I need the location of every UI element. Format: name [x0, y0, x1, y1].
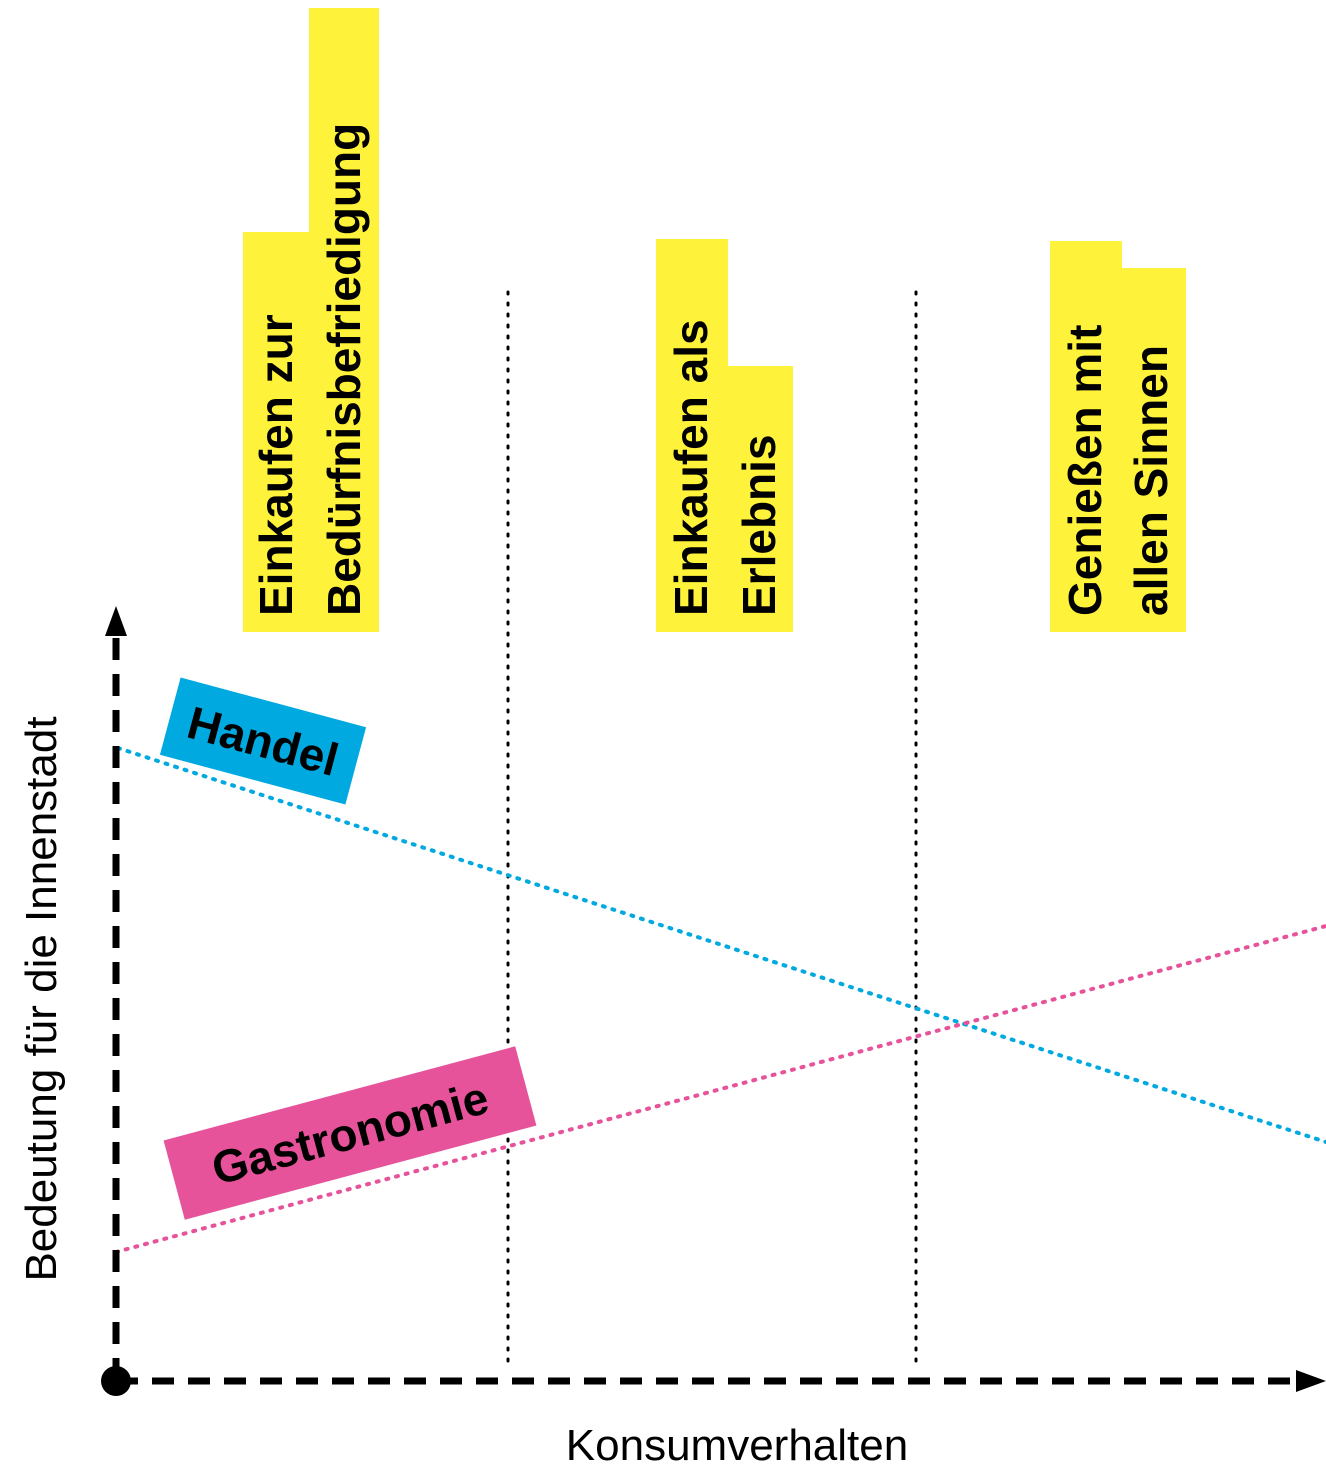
gastronomie-trend-line	[114, 924, 1326, 1254]
origin-dot-icon	[101, 1366, 131, 1396]
category-label-3: Genießen mit allen Sinnen	[1050, 241, 1186, 632]
category-label-1: Einkaufen zur Bedürfnisbefriedigung	[243, 8, 379, 632]
x-axis-arrow-icon	[1296, 1370, 1326, 1392]
y-axis-label: Bedeutung für die Innenstadt	[17, 716, 66, 1281]
series-label-handel: Handel	[159, 677, 367, 805]
category-1-line-2: Bedürfnisbefriedigung	[318, 123, 370, 616]
category-2-line-1: Einkaufen als	[665, 319, 717, 616]
category-2-line-2: Erlebnis	[733, 434, 785, 616]
handel-trend-line	[116, 746, 1326, 1144]
category-3-line-2: allen Sinnen	[1125, 345, 1177, 616]
x-axis-label: Konsumverhalten	[566, 1421, 908, 1470]
category-3-line-1: Genießen mit	[1059, 325, 1111, 616]
category-1-line-1: Einkaufen zur	[250, 314, 302, 616]
series-label-gastronomie: Gastronomie	[163, 1046, 537, 1220]
category-label-2: Einkaufen als Erlebnis	[656, 239, 793, 632]
y-axis-arrow-icon	[105, 606, 127, 636]
